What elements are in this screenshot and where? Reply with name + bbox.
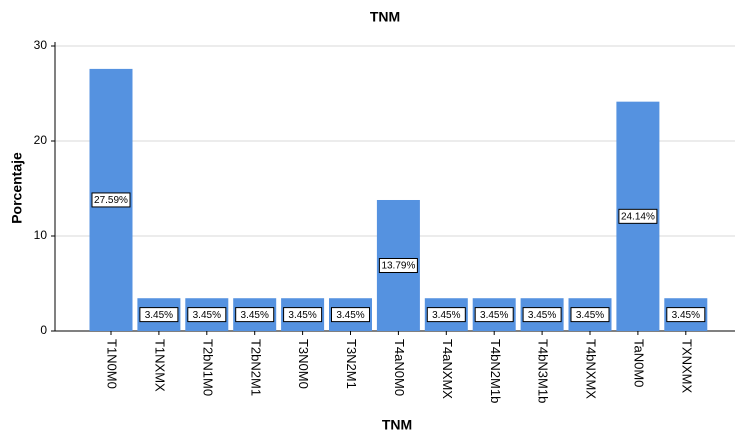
value-label: 3.45%: [576, 310, 604, 321]
value-label-box: [91, 192, 131, 208]
y-tick-label: 10: [34, 228, 48, 242]
x-tick-label: TXNXMX: [679, 339, 694, 394]
value-label-box: [522, 307, 562, 323]
value-label-box: [666, 307, 706, 323]
value-label: 3.45%: [528, 310, 556, 321]
value-label: 3.45%: [480, 310, 508, 321]
value-label-box: [378, 257, 418, 273]
x-tick-label: T3N0M0: [296, 339, 311, 389]
x-tick-label: T1NXMX: [152, 339, 167, 392]
value-label: 3.45%: [672, 310, 700, 321]
x-tick-label: T3N2M1: [344, 339, 359, 389]
value-label: 3.45%: [193, 310, 221, 321]
value-label: 3.45%: [288, 310, 316, 321]
value-label: 3.45%: [241, 310, 269, 321]
value-label-box: [570, 307, 610, 323]
value-label-box: [187, 307, 227, 323]
value-label-box: [139, 307, 179, 323]
value-label: 24.14%: [621, 211, 655, 222]
y-tick-label: 20: [34, 133, 48, 147]
value-label: 3.45%: [145, 310, 173, 321]
value-label-box: [283, 307, 323, 323]
value-label: 3.45%: [432, 310, 460, 321]
x-tick-label: T4aNXMX: [440, 339, 455, 399]
x-tick-label: T4bN2M1b: [488, 339, 503, 403]
x-tick-label: T4bN3M1b: [536, 339, 551, 403]
x-tick-label: T4bNXMX: [584, 339, 599, 399]
y-axis-label: Porcentaje: [9, 152, 25, 224]
x-tick-label: TaN0M0: [631, 339, 646, 387]
y-tick-label: 30: [34, 38, 48, 52]
x-tick-label: T2bN1M0: [200, 339, 215, 396]
value-label-box: [618, 208, 658, 224]
chart-title: TNM: [370, 9, 400, 25]
value-label: 27.59%: [94, 195, 128, 206]
y-tick-label: 0: [40, 323, 47, 337]
value-label-box: [235, 307, 275, 323]
value-label: 13.79%: [381, 261, 415, 272]
x-tick-label: T4aN0M0: [392, 339, 407, 396]
x-tick-label: T1N0M0: [105, 339, 120, 389]
value-label-box: [331, 307, 370, 323]
x-axis-label: TNM: [382, 417, 412, 433]
value-label: 3.45%: [336, 310, 364, 321]
value-label-box: [426, 307, 466, 323]
x-tick-label: T2bN2M1: [248, 339, 263, 396]
value-label-box: [474, 307, 514, 323]
